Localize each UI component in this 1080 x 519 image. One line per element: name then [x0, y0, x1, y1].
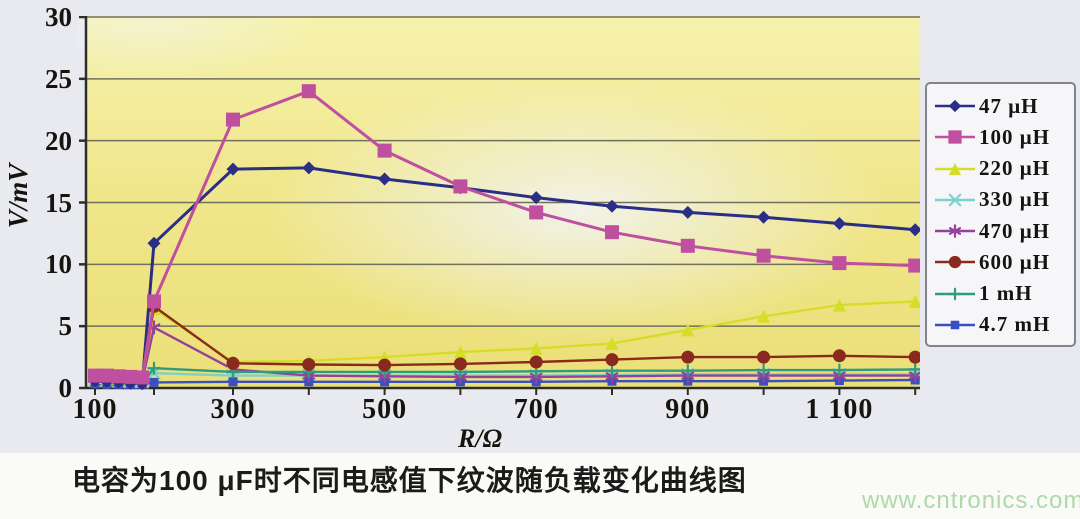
x-tick-label: 100 [72, 394, 118, 425]
legend-marker-icon [935, 256, 975, 269]
y-tick-label: 30 [45, 2, 72, 32]
x-tick-label: 700 [513, 394, 559, 425]
legend-marker-icon [935, 193, 975, 207]
legend-label: 600 μH [979, 249, 1050, 274]
legend-label: 220 μH [979, 156, 1050, 181]
legend-item-1-mH: 1 mH [933, 280, 1070, 308]
x-axis-title: R/Ω [458, 424, 502, 453]
legend-marker-icon [935, 130, 975, 144]
y-tick-label: 20 [45, 125, 72, 156]
legend-item-47-μH: 47 μH [933, 92, 1070, 120]
y-tick-label: 25 [45, 63, 72, 94]
y-tick-label: 0 [58, 373, 73, 403]
legend-item-4-7-mH: 4.7 mH [933, 311, 1070, 339]
legend-label: 330 μH [979, 187, 1050, 212]
legend-marker-icon [935, 99, 975, 113]
legend-item-220-μH: 220 μH [933, 155, 1070, 183]
legend-item-100-μH: 100 μH [933, 123, 1070, 151]
chart-caption: 电容为100 μF时不同电感值下纹波随负载变化曲线图 [72, 465, 747, 496]
x-tick-label: 1 100 [805, 394, 874, 425]
legend-label: 47 μH [979, 93, 1039, 118]
watermark: www.cntronics.com [862, 487, 1080, 514]
legend-item-600-μH: 600 μH [933, 248, 1070, 276]
legend-item-330-μH: 330 μH [933, 186, 1070, 214]
legend-marker-icon [935, 162, 975, 175]
legend: 47 μH 100 μH 220 μH 330 μH 470 μH 600 μH 1 mH 4… [925, 82, 1076, 347]
legend-label: 1 mH [979, 281, 1033, 306]
x-tick-label: 300 [210, 394, 256, 425]
legend-item-470-μH: 470 μH [933, 217, 1070, 245]
plot-area [78, 16, 920, 395]
legend-marker-icon [935, 287, 975, 301]
y-tick-label: 15 [45, 187, 72, 218]
x-tick-label: 900 [665, 394, 711, 425]
x-tick-label: 500 [362, 394, 408, 425]
legend-label: 470 μH [979, 218, 1050, 243]
caption-strip [0, 453, 1080, 519]
legend-marker-icon [935, 224, 975, 238]
y-tick-label: 5 [58, 311, 73, 342]
legend-label: 4.7 mH [979, 312, 1051, 337]
y-tick-label: 10 [45, 249, 72, 280]
legend-marker-icon [935, 320, 975, 330]
legend-label: 100 μH [979, 124, 1050, 149]
